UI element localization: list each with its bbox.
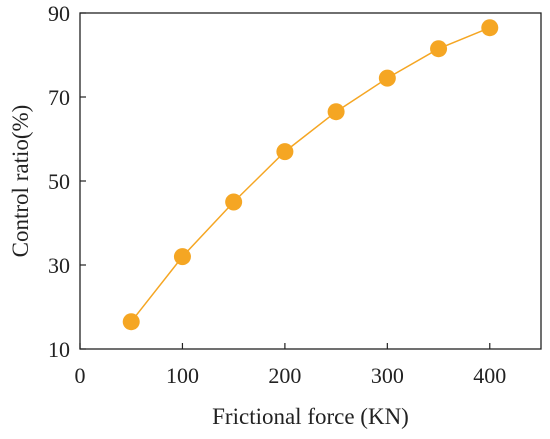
data-point	[327, 103, 345, 121]
data-point	[481, 19, 499, 37]
x-tick-label: 300	[371, 363, 404, 388]
data-point	[122, 313, 140, 331]
x-tick-label: 400	[473, 363, 506, 388]
data-point	[430, 40, 448, 58]
data-point	[225, 193, 243, 211]
x-tick-label: 200	[268, 363, 301, 388]
y-tick-label: 10	[48, 337, 70, 362]
series-line	[130, 27, 491, 323]
x-axis-label: Frictional force (KN)	[212, 404, 409, 429]
ticks-layer: 0 100 200 300 400 10 30 50 70 90	[48, 1, 506, 388]
y-axis-label: Control ratio(%)	[8, 105, 33, 258]
x-tick-label: 0	[75, 363, 86, 388]
y-tick-label: 70	[48, 85, 70, 110]
data-point	[173, 248, 191, 266]
y-tick-label: 30	[48, 253, 70, 278]
y-tick-label: 50	[48, 169, 70, 194]
data-point	[378, 69, 396, 87]
x-tick-label: 100	[166, 363, 199, 388]
y-tick-label: 90	[48, 1, 70, 26]
marks-layer	[122, 19, 499, 331]
data-point	[276, 143, 294, 161]
